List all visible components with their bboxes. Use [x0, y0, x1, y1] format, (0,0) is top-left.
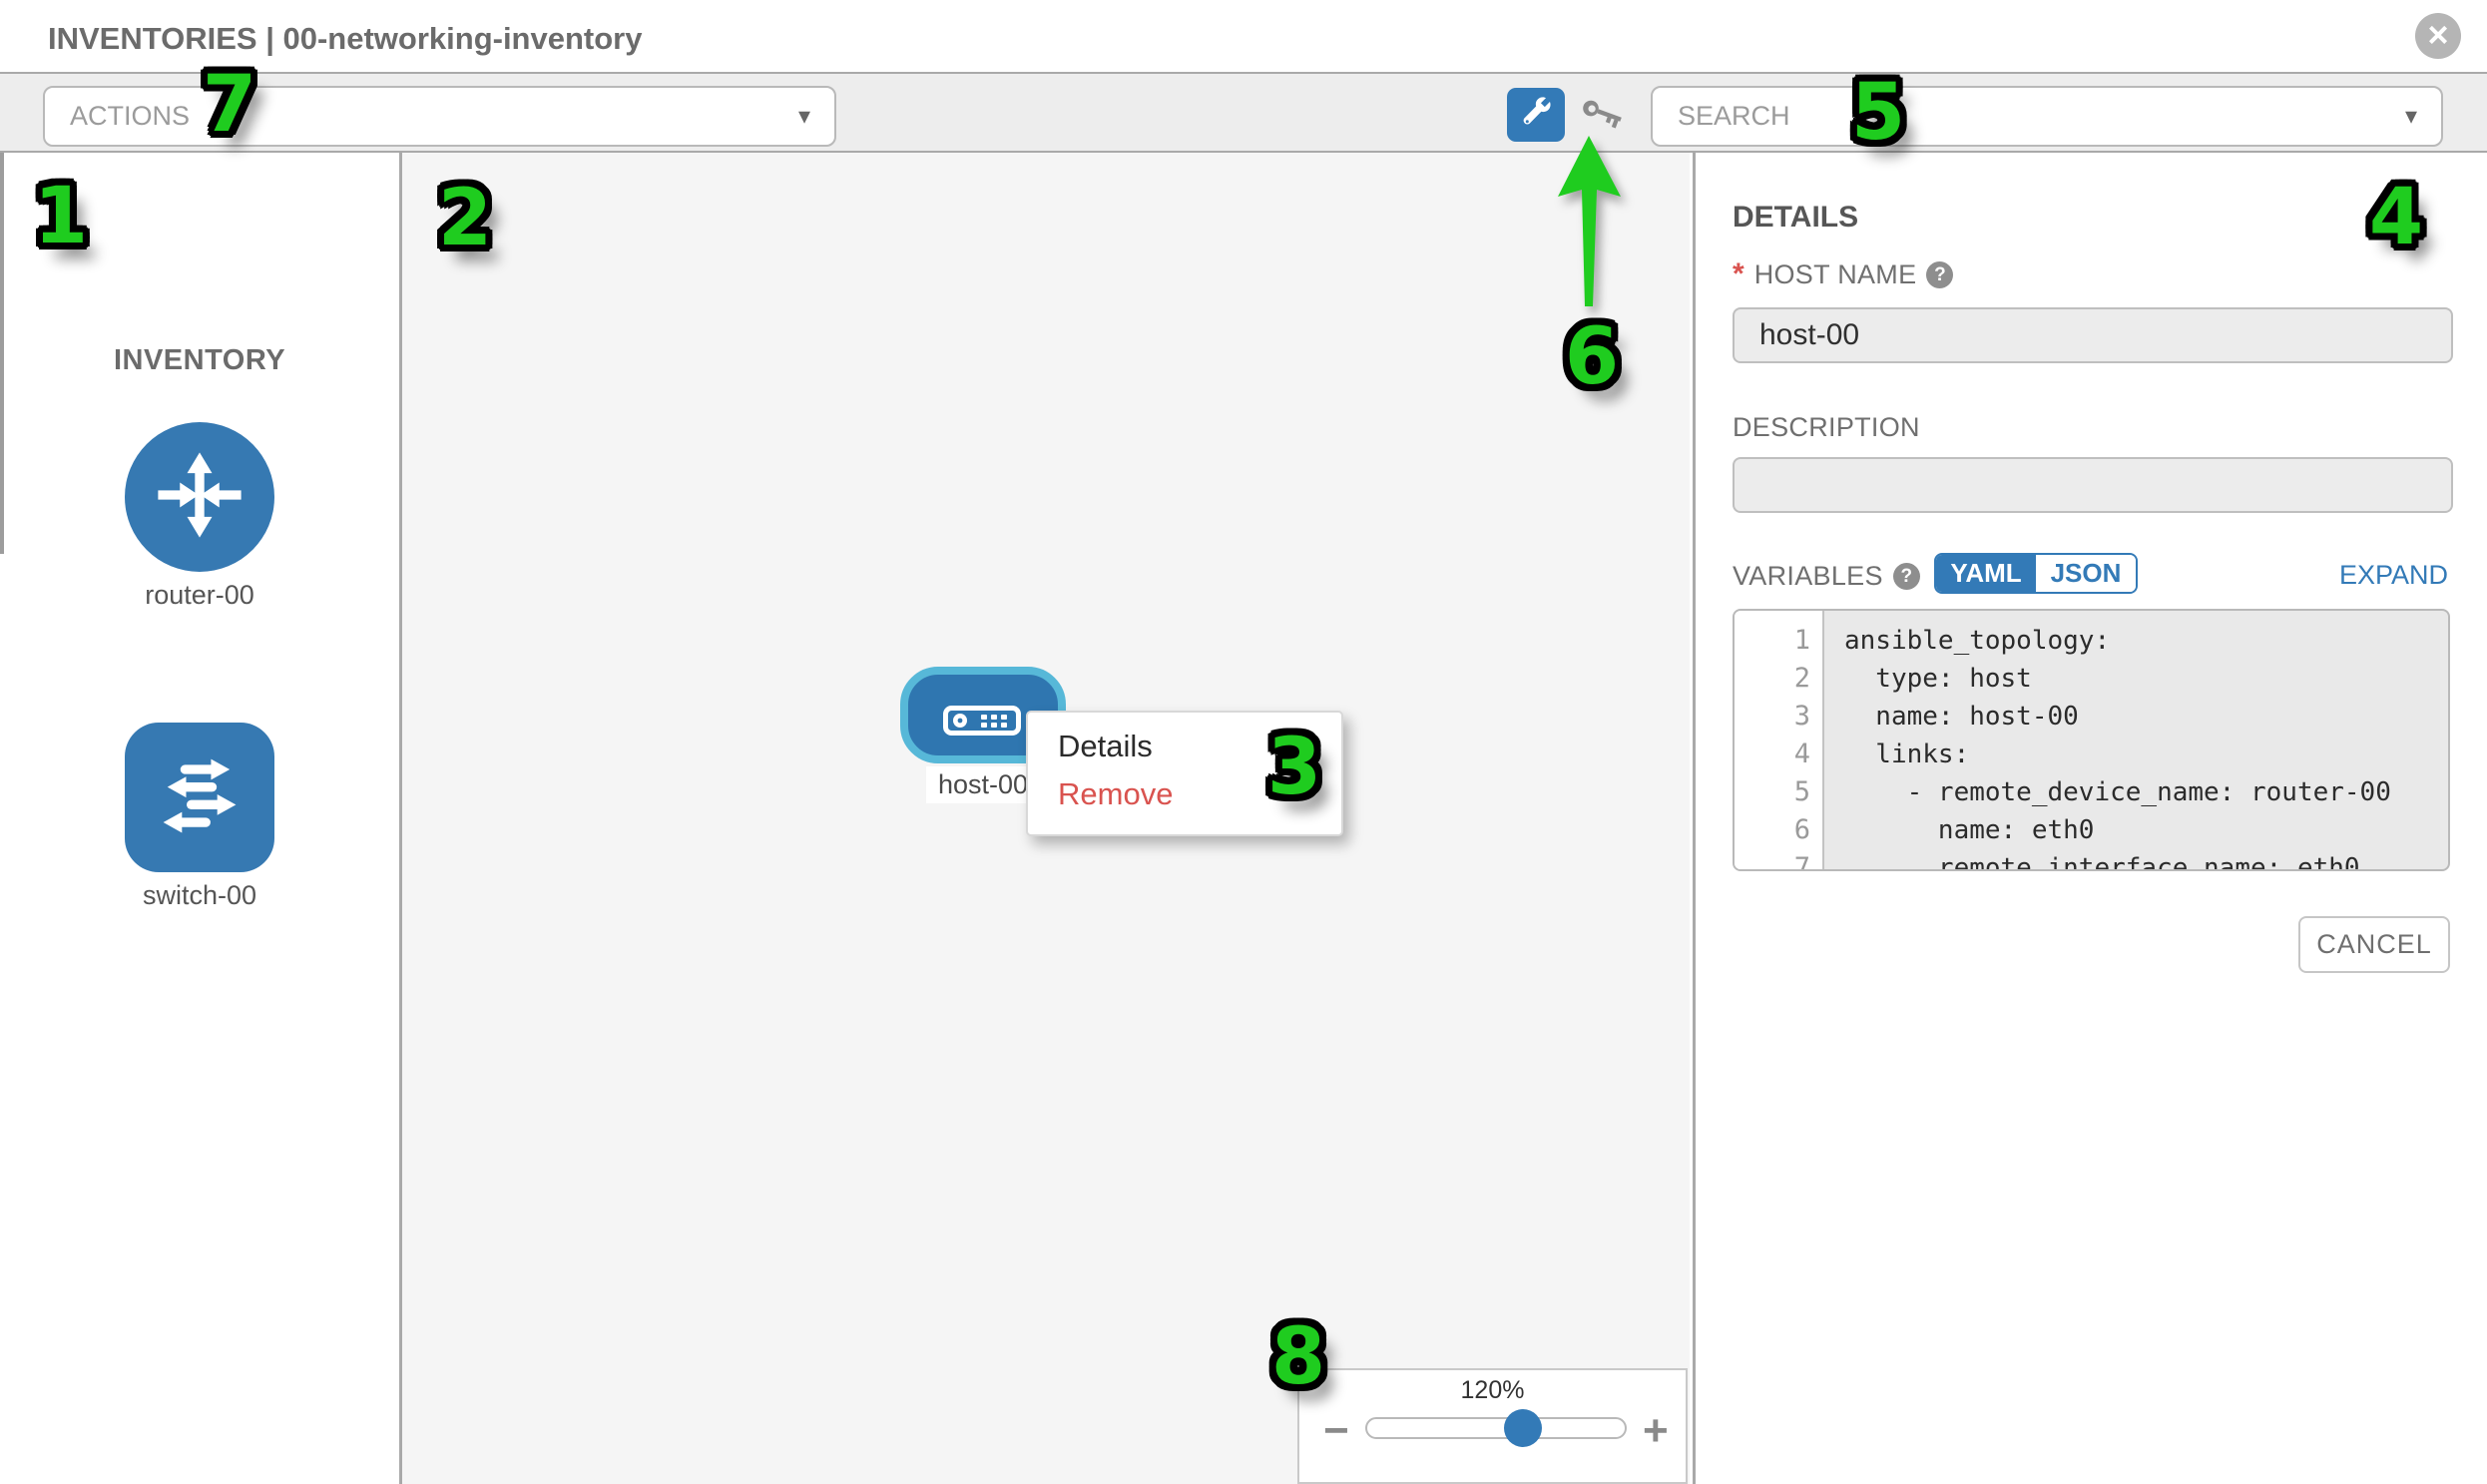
- header: INVENTORIES | 00-networking-inventory ×: [0, 0, 2487, 72]
- annotation-4: 4: [2368, 173, 2424, 262]
- code-line: remote_interface_name: eth0: [1844, 853, 2360, 871]
- line-number: 3: [1793, 701, 1810, 732]
- host-name-label: HOST NAME: [1753, 258, 1917, 289]
- palette-item-label: router-00: [145, 580, 254, 610]
- close-icon[interactable]: ×: [2415, 13, 2461, 59]
- topology-canvas[interactable]: host-00 Details Remove 120% − +: [402, 153, 1690, 1484]
- code-line: - remote_device_name: router-00: [1844, 777, 2391, 807]
- required-asterisk: *: [1733, 257, 1744, 290]
- line-number: 7: [1793, 852, 1810, 871]
- annotation-3: 3: [1266, 723, 1322, 812]
- zoom-slider-thumb[interactable]: [1504, 1409, 1542, 1447]
- code-line: name: host-00: [1844, 702, 2079, 732]
- variables-row: VARIABLES ? YAML JSON: [1733, 553, 2138, 596]
- wrench-icon: [1518, 95, 1554, 136]
- annotation-1: 1: [33, 172, 89, 261]
- zoom-slider[interactable]: [1365, 1409, 1627, 1447]
- annotation-2: 2: [437, 174, 493, 263]
- switch-icon: [148, 743, 251, 852]
- expand-link[interactable]: EXPAND: [2338, 560, 2448, 590]
- annotation-7: 7: [202, 60, 257, 150]
- details-panel: DETAILS * HOST NAME ? host-00 DESCRIPTIO…: [1693, 153, 2487, 1484]
- host-icon: [943, 706, 1021, 736]
- key-icon: [1574, 90, 1631, 147]
- zoom-level-value: 120%: [1460, 1376, 1525, 1404]
- yaml-tab[interactable]: YAML: [1936, 555, 2036, 592]
- cancel-button[interactable]: CANCEL: [2298, 916, 2450, 973]
- description-label: DESCRIPTION: [1733, 412, 1920, 442]
- editor-code-area[interactable]: ansible_topology: type: host name: host-…: [1824, 611, 2448, 869]
- annotation-8: 8: [1270, 1312, 1326, 1402]
- editor-gutter: 1 2 3 4 5 6 7: [1735, 611, 1824, 869]
- help-icon[interactable]: ?: [1926, 260, 1954, 288]
- palette-item-switch[interactable]: [125, 723, 274, 872]
- zoom-in-button[interactable]: +: [1643, 1406, 1669, 1455]
- description-input[interactable]: [1733, 457, 2453, 513]
- search-dropdown[interactable]: SEARCH ▾: [1651, 86, 2443, 147]
- search-dropdown-placeholder: SEARCH: [1678, 101, 1790, 131]
- annotation-6: 6: [1564, 312, 1620, 402]
- inventory-sidebar: INVENTORY router-00: [0, 153, 402, 1484]
- variables-label: VARIABLES: [1733, 560, 1883, 591]
- zoom-out-button[interactable]: −: [1323, 1406, 1349, 1455]
- sidebar-scrollbar[interactable]: [0, 153, 4, 554]
- page-title: INVENTORIES | 00-networking-inventory: [48, 21, 643, 56]
- palette-item-router[interactable]: [125, 422, 274, 572]
- code-line: ansible_topology:: [1844, 626, 2111, 656]
- line-number: 1: [1793, 625, 1810, 656]
- menu-item-details[interactable]: Details: [1058, 729, 1153, 763]
- description-label-row: DESCRIPTION: [1733, 412, 1920, 443]
- actions-dropdown-placeholder: ACTIONS: [70, 101, 191, 131]
- annotation-arrow-icon: [1558, 136, 1621, 306]
- router-icon: [148, 443, 251, 552]
- tools-button[interactable]: [1507, 88, 1565, 142]
- palette-item-label: switch-00: [142, 880, 257, 910]
- line-number: 2: [1793, 663, 1810, 694]
- variables-format-toggle: YAML JSON: [1934, 553, 2138, 594]
- host-node-label: host-00: [900, 766, 1066, 803]
- details-title: DETAILS: [1733, 201, 1859, 234]
- annotation-5: 5: [1850, 68, 1906, 158]
- chevron-down-icon: ▾: [797, 103, 810, 130]
- chevron-down-icon: ▾: [2404, 103, 2417, 130]
- context-menu: Details Remove: [1026, 711, 1343, 836]
- toolbar: ACTIONS ▾: [0, 72, 2487, 153]
- actions-dropdown[interactable]: ACTIONS ▾: [43, 86, 836, 147]
- line-number: 4: [1793, 739, 1810, 769]
- json-tab[interactable]: JSON: [2036, 555, 2136, 592]
- line-number: 5: [1793, 776, 1810, 807]
- menu-item-remove[interactable]: Remove: [1058, 776, 1174, 811]
- inventory-title: INVENTORY: [113, 344, 286, 376]
- line-number: 6: [1793, 814, 1810, 845]
- host-name-label-row: * HOST NAME ?: [1733, 257, 1954, 291]
- code-line: type: host: [1844, 664, 2032, 694]
- help-icon[interactable]: ?: [1892, 562, 1920, 590]
- credentials-button[interactable]: [1573, 91, 1631, 146]
- zoom-control: 120% − +: [1297, 1368, 1688, 1484]
- variables-editor[interactable]: 1 2 3 4 5 6 7 ansible_topology: type: ho…: [1733, 609, 2450, 871]
- code-line: name: eth0: [1844, 815, 2095, 845]
- host-name-input[interactable]: host-00: [1733, 307, 2453, 363]
- code-line: links:: [1844, 740, 1970, 769]
